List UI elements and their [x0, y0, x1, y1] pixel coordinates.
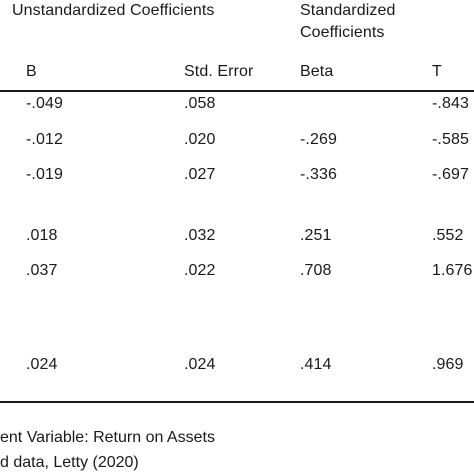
cell-b-row1: -.049 — [26, 95, 63, 112]
header-unstandardized-coefficients: Unstandardized Coefficients — [12, 2, 215, 19]
column-header-beta: Beta — [300, 63, 334, 80]
cell-t-row3: -.697 — [432, 166, 469, 183]
cell-t-row2: -.585 — [432, 131, 469, 148]
cell-beta-row5: .708 — [300, 262, 332, 279]
cell-t-row5: 1.676 — [432, 262, 473, 279]
cell-t-row6: .969 — [432, 356, 464, 373]
cell-std-error-row4: .032 — [184, 227, 216, 244]
header-rule — [0, 90, 474, 92]
header-standardized-line2: Coefficients — [300, 24, 385, 41]
footnote-source: d data, Letty (2020) — [0, 454, 139, 471]
cell-b-row6: .024 — [26, 356, 58, 373]
cell-b-row3: -.019 — [26, 166, 63, 183]
cell-beta-row6: .414 — [300, 356, 332, 373]
cell-std-error-row2: .020 — [184, 131, 216, 148]
cell-beta-row2: -.269 — [300, 131, 337, 148]
cell-std-error-row6: .024 — [184, 356, 216, 373]
cell-beta-row4: .251 — [300, 227, 332, 244]
cell-b-row2: -.012 — [26, 131, 63, 148]
cell-t-row4: .552 — [432, 227, 464, 244]
cell-std-error-row1: .058 — [184, 95, 216, 112]
cell-std-error-row3: .027 — [184, 166, 216, 183]
column-header-t: T — [432, 63, 442, 80]
footnote-dependent-variable: ent Variable: Return on Assets — [0, 429, 215, 446]
cell-b-row5: .037 — [26, 262, 58, 279]
cell-t-row1: -.843 — [432, 95, 469, 112]
header-standardized-line1: Standardized — [300, 2, 396, 19]
table-bottom-rule — [0, 401, 474, 403]
cell-beta-row3: -.336 — [300, 166, 337, 183]
cell-b-row4: .018 — [26, 227, 58, 244]
column-header-std-error: Std. Error — [184, 63, 254, 80]
column-header-b: B — [26, 63, 37, 80]
cell-std-error-row5: .022 — [184, 262, 216, 279]
